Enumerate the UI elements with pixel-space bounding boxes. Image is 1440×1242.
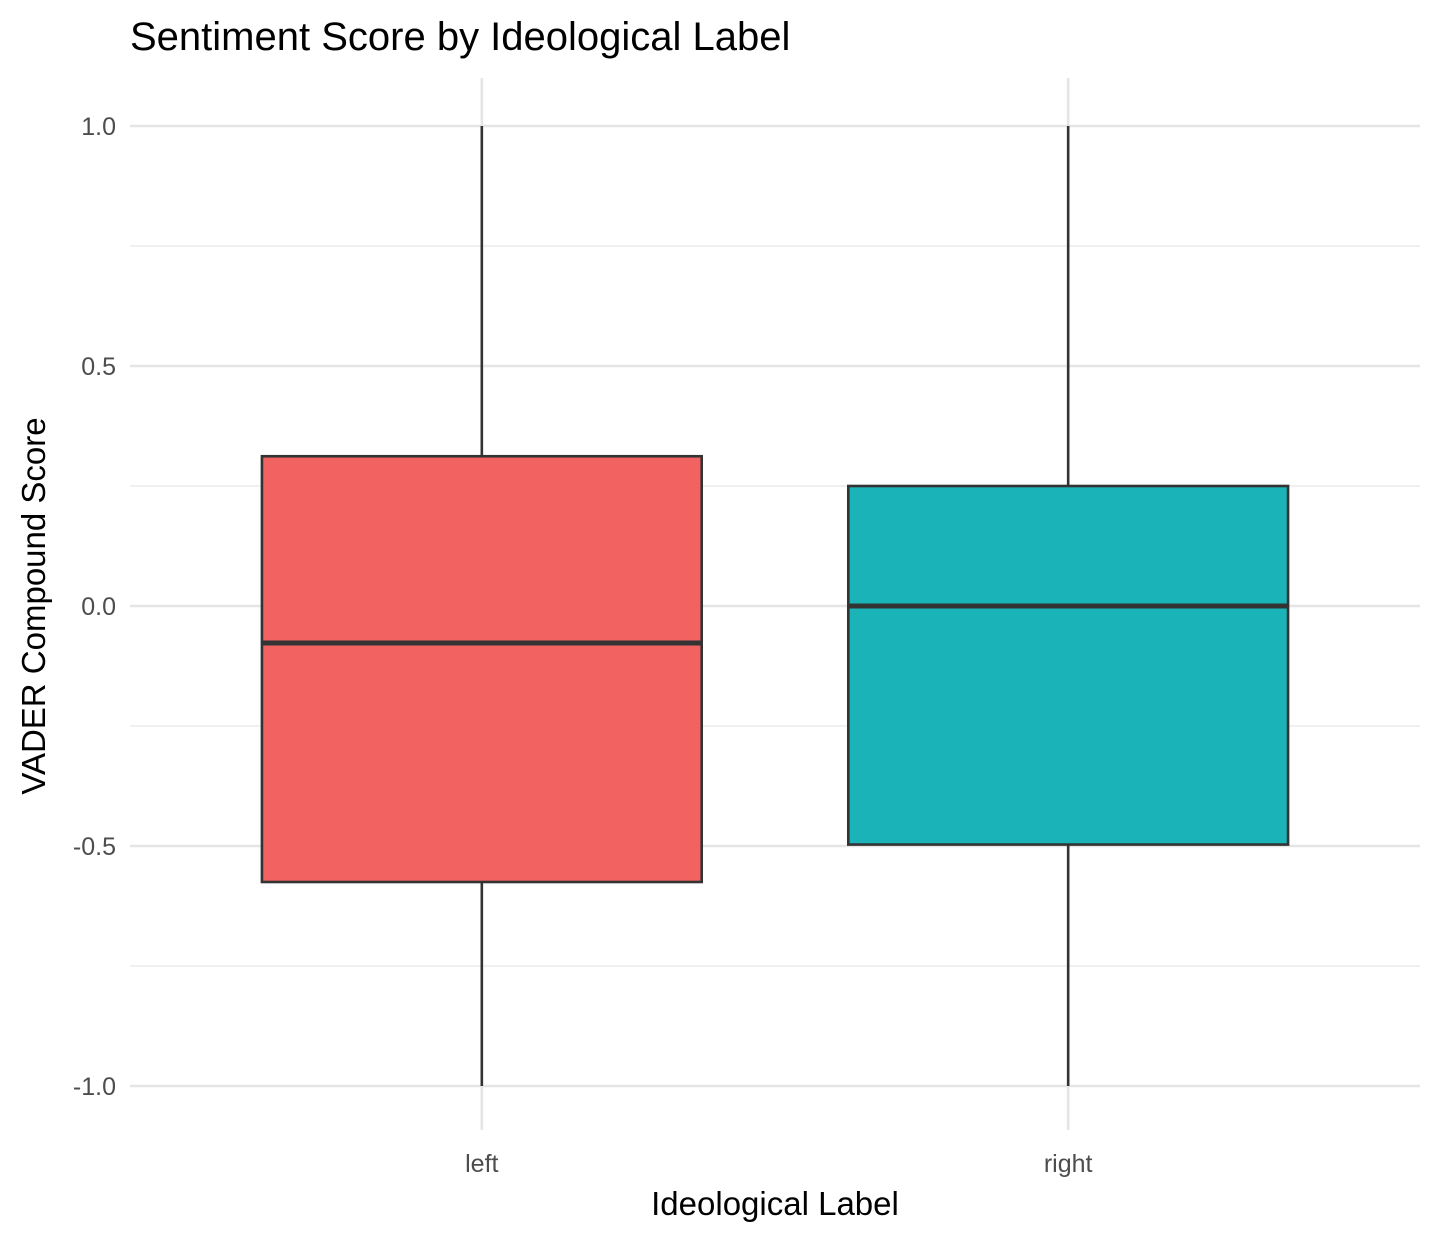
y-tick-label: -1.0 [73, 1073, 116, 1101]
y-tick-label: 0.0 [81, 593, 116, 621]
box-left [260, 454, 704, 884]
y-tick-label: 1.0 [81, 113, 116, 141]
y-axis-title: VADER Compound Score [15, 417, 52, 794]
box-right [846, 484, 1290, 846]
chart-title: Sentiment Score by Ideological Label [130, 15, 790, 59]
y-tick-label: 0.5 [81, 353, 116, 381]
y-tick-label: -0.5 [73, 833, 116, 861]
x-tick-label-left: left [465, 1150, 498, 1178]
axis-layer: -1.0 -0.5 0.0 0.5 1.0 left right [73, 113, 1093, 1178]
box-group-left [260, 126, 704, 1086]
box-group-right [846, 126, 1290, 1086]
x-tick-label-right: right [1044, 1150, 1093, 1178]
box-layer [260, 126, 1290, 1086]
x-axis-title: Ideological Label [651, 1185, 899, 1222]
